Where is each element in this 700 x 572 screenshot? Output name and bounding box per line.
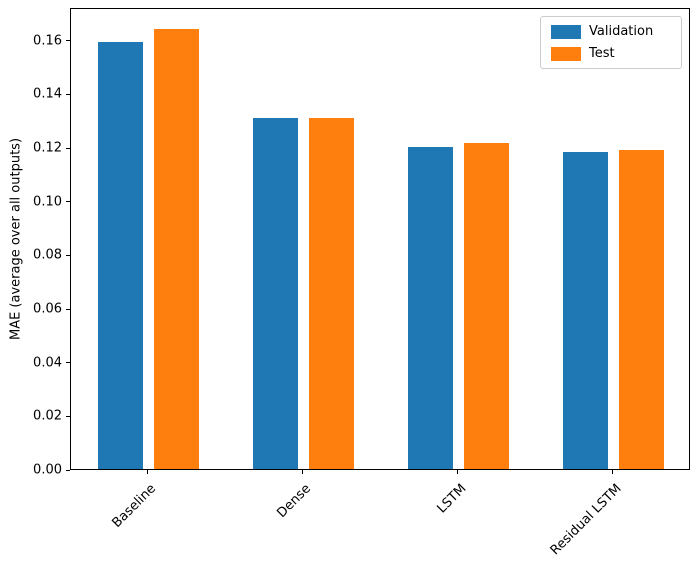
y-tick-label: 0.08 [33,247,62,263]
x-tick-mark [612,470,613,474]
y-tick-label: 0.10 [33,194,62,210]
y-tick-label: 0.02 [33,408,62,424]
x-tick-label: Dense [274,481,315,521]
x-tick-label: Residual LSTM [547,481,625,559]
x-tick-mark [457,470,458,474]
bar-test-lstm [464,143,509,469]
y-axis-label: MAE (average over all outputs) [8,137,24,341]
y-tick-label: 0.12 [33,140,62,156]
x-tick-mark [302,470,303,474]
y-tick-mark [66,469,70,471]
bar-validation-baseline [98,42,143,469]
bar-test-dense [309,117,354,469]
x-tick-label: Baseline [109,481,160,531]
x-tick-mark [147,470,148,474]
legend: Validation Test [540,16,682,69]
x-tick-label: LSTM [434,481,470,517]
bar-validation-dense [253,117,298,469]
y-tick-mark [66,147,70,149]
legend-swatch-test [551,46,581,61]
bar-test-residual-lstm [619,149,664,469]
y-tick-label: 0.04 [33,355,62,371]
legend-item-test: Test [551,46,671,61]
legend-swatch-validation [551,24,581,39]
y-tick-mark [66,415,70,417]
legend-label-test: Test [589,46,615,61]
bar-validation-residual-lstm [563,152,608,469]
y-tick-label: 0.16 [33,33,62,49]
plot-area [70,8,690,470]
legend-item-validation: Validation [551,24,671,39]
legend-label-validation: Validation [589,24,654,39]
y-tick-label: 0.00 [33,462,62,478]
bar-test-baseline [154,29,199,469]
y-tick-label: 0.14 [33,86,62,102]
y-tick-mark [66,93,70,95]
y-tick-mark [66,201,70,203]
y-tick-label: 0.06 [33,301,62,317]
y-tick-mark [66,254,70,256]
y-tick-mark [66,362,70,364]
bar-validation-lstm [408,147,453,469]
y-tick-mark [66,308,70,310]
y-tick-mark [66,40,70,42]
